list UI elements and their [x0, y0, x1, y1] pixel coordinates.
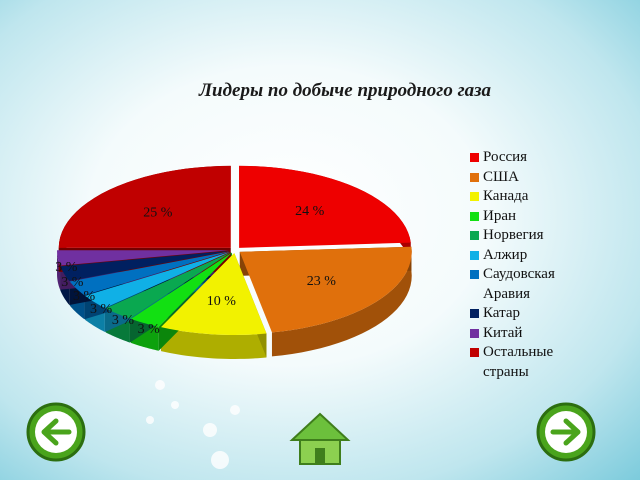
legend-label: Саудовская Аравия [483, 266, 555, 302]
data-label: 3 % [61, 275, 84, 290]
legend-swatch [470, 172, 479, 182]
legend-item: Норвегия [470, 226, 580, 246]
slice [58, 165, 231, 248]
data-label: 24 % [295, 204, 325, 219]
data-label: 3 % [55, 260, 78, 275]
data-label: 3 % [90, 302, 113, 317]
home-button[interactable] [289, 412, 351, 465]
data-label: 23 % [307, 274, 337, 289]
legend-label: Катар [483, 305, 520, 321]
chart-title: Лидеры по добыче природного газа [198, 80, 492, 101]
legend-item: Катар [470, 304, 580, 324]
slice [57, 250, 230, 266]
data-label: 3 % [73, 289, 96, 304]
legend-label: Алжир [483, 246, 528, 263]
slice [239, 246, 412, 333]
legend-swatch [470, 211, 479, 221]
legend-item: Саудовская Аравия [470, 265, 580, 304]
legend-swatch [470, 231, 479, 240]
slice [239, 165, 411, 248]
slice [130, 252, 232, 327]
data-label: 10 % [207, 294, 237, 309]
legend-swatch [470, 328, 479, 338]
pie: 24 %23 %10 %3 %3 %3 %3 %3 %3 %25 % [55, 165, 412, 359]
slice-side [271, 246, 412, 357]
legend-label: Россия [483, 149, 528, 165]
decoration [146, 380, 240, 469]
slice [69, 251, 230, 296]
legend-swatch [470, 250, 479, 260]
data-label: 25 % [143, 205, 173, 220]
slice-side [57, 250, 61, 290]
legend-label: Остальные страны [483, 344, 554, 380]
slice-side [161, 327, 267, 359]
slice [60, 250, 230, 282]
legend-item: Иран [470, 207, 580, 227]
legend-swatch [470, 348, 479, 357]
legend-swatch [470, 153, 479, 162]
legend-swatch [470, 192, 479, 201]
legend-item: Канада [470, 187, 580, 207]
back-button[interactable] [26, 402, 86, 462]
slice-tops [57, 165, 412, 335]
legend-swatch [470, 270, 479, 279]
legend: Россия США Канада Иран Норвегия Алжир Саудовск… [470, 148, 580, 382]
legend-label: Иран [483, 207, 517, 224]
legend-item: Остальные страны [470, 343, 580, 382]
slice [105, 252, 232, 319]
legend-label: Норвегия [483, 227, 544, 243]
legend-label: США [483, 168, 519, 185]
data-label: 3 % [138, 322, 161, 337]
data-label: 3 % [112, 313, 135, 328]
slice [85, 251, 231, 308]
legend-item: Россия [470, 148, 580, 168]
legend-item: Китай [470, 324, 580, 344]
slice [161, 252, 267, 335]
slice-labels: 24 %23 %10 %3 %3 %3 %3 %3 %3 %25 % [55, 204, 336, 337]
next-button[interactable] [536, 402, 596, 462]
legend-label: Канада [483, 188, 529, 204]
legend-label: Китай [483, 324, 523, 341]
legend-item: США [470, 168, 580, 188]
legend-swatch [470, 309, 479, 318]
legend-item: Алжир [470, 246, 580, 266]
